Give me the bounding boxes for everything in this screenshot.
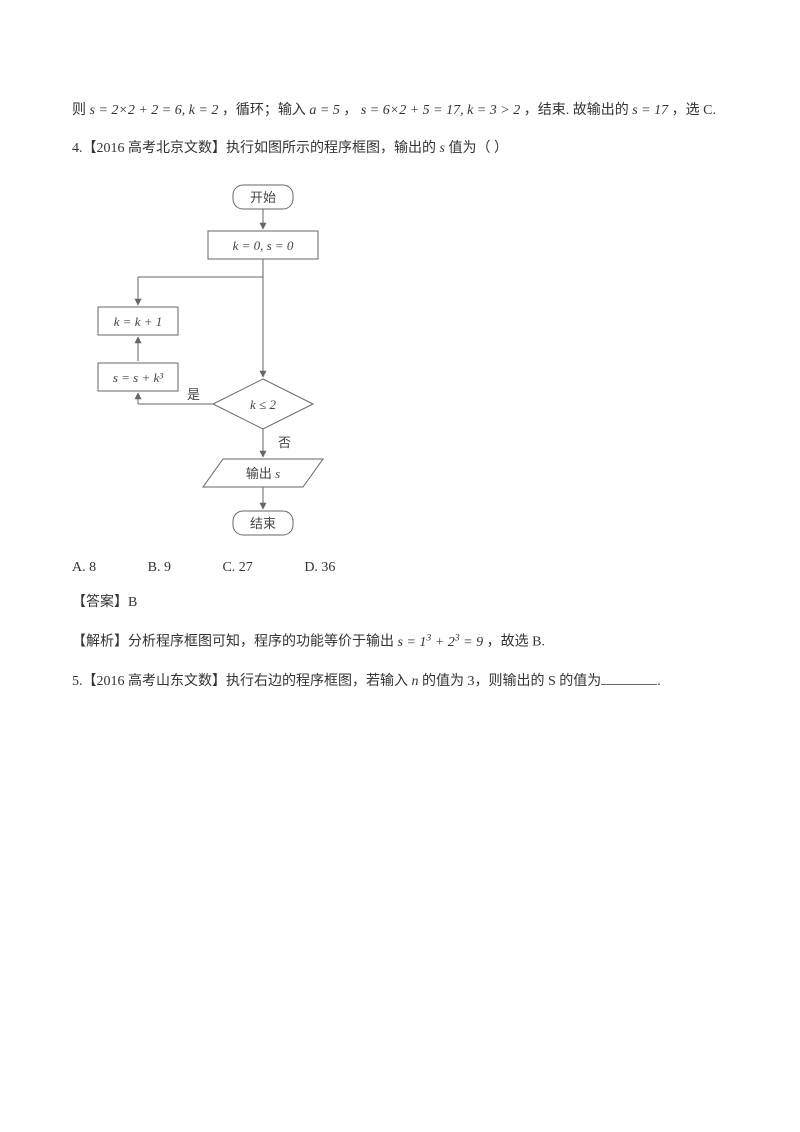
text: 4.【2016 高考北京文数】执行如图所示的程序框图，输出的 — [72, 141, 440, 156]
math: s = 17 — [632, 103, 668, 118]
text: ，循环；输入 — [218, 103, 309, 118]
flowchart: 开始 k = 0, s = 0 k = k + 1 s = s + k³ k ≤… — [88, 177, 728, 552]
option-a: A. 8 — [72, 560, 96, 576]
flowchart-svg: 开始 k = 0, s = 0 k = k + 1 s = s + k³ k ≤… — [88, 177, 358, 547]
text: ，故选 B. — [483, 635, 545, 650]
page-content: 则 s = 2×2 + 2 = 6, k = 2 ，循环；输入 a = 5 ， … — [0, 0, 800, 694]
flow-start: 开始 — [250, 190, 276, 205]
text: 值为（ ） — [445, 141, 508, 156]
math: a = 5 — [309, 103, 339, 118]
flow-end: 结束 — [250, 516, 276, 531]
flow-cond: k ≤ 2 — [250, 397, 276, 412]
math: s = 2×2 + 2 = 6, k = 2 — [90, 103, 219, 118]
question-5-stem: 5.【2016 高考山东文数】执行右边的程序框图，若输入 n 的值为 3，则输出… — [72, 670, 728, 693]
text: . — [657, 674, 661, 689]
flow-yes: 是 — [187, 387, 200, 402]
text: 的值为 3，则输出的 S 的值为 — [419, 674, 602, 689]
math: s = 6×2 + 5 = 17, k = 3 > 2 — [361, 103, 520, 118]
var: n — [412, 674, 419, 689]
flow-output: 输出 s — [246, 466, 280, 481]
blank-underline — [601, 670, 657, 685]
math: s = 13 + 23 = 9 — [398, 635, 484, 650]
flow-inc-k: k = k + 1 — [114, 314, 163, 329]
answer-line: 【答案】B — [72, 592, 728, 614]
text: ，选 C. — [668, 103, 716, 118]
flow-inc-s: s = s + k³ — [113, 370, 164, 385]
text: 5.【2016 高考山东文数】执行右边的程序框图，若输入 — [72, 674, 412, 689]
option-d: D. 36 — [304, 560, 335, 576]
flow-init: k = 0, s = 0 — [233, 238, 294, 253]
flow-no: 否 — [278, 435, 291, 450]
option-c: C. 27 — [222, 560, 252, 576]
text: ，结束. 故输出的 — [520, 103, 632, 118]
solution-line-1: 则 s = 2×2 + 2 = 6, k = 2 ，循环；输入 a = 5 ， … — [72, 100, 728, 122]
option-b: B. 9 — [148, 560, 171, 576]
options-row: A. 8 B. 9 C. 27 D. 36 — [72, 560, 728, 576]
explanation-line: 【解析】分析程序框图可知，程序的功能等价于输出 s = 13 + 23 = 9 … — [72, 630, 728, 654]
question-4-stem: 4.【2016 高考北京文数】执行如图所示的程序框图，输出的 s 值为（ ） — [72, 138, 728, 160]
text: ， — [340, 103, 361, 118]
text: 【解析】分析程序框图可知，程序的功能等价于输出 — [72, 635, 398, 650]
text: 则 — [72, 103, 90, 118]
